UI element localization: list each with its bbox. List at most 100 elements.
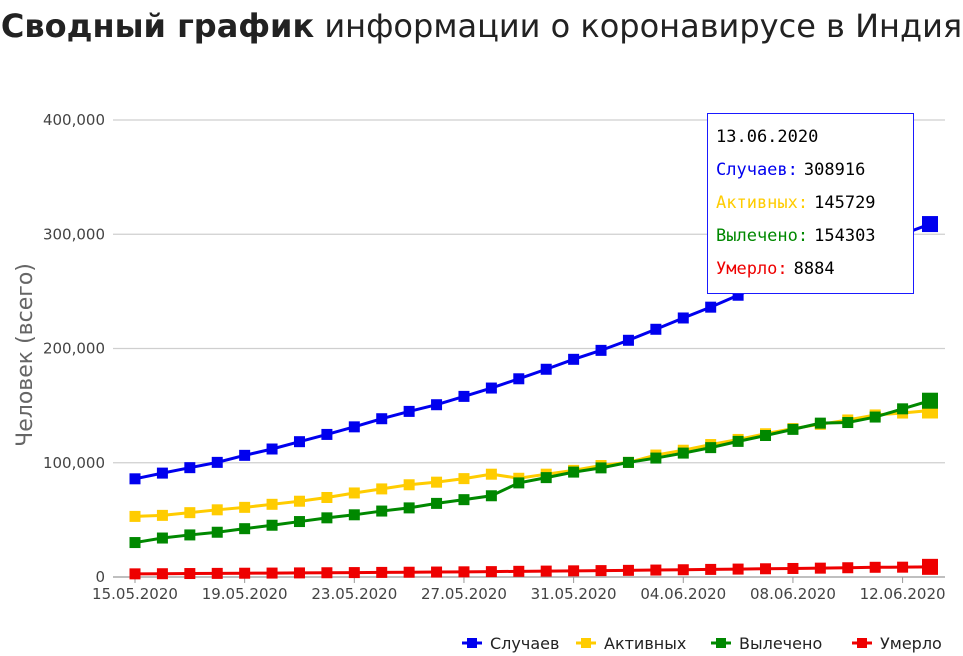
data-point[interactable]	[321, 428, 333, 440]
data-point[interactable]	[156, 532, 168, 544]
data-point[interactable]	[239, 501, 251, 513]
data-point[interactable]	[266, 443, 278, 455]
data-point[interactable]	[897, 561, 909, 573]
data-point[interactable]	[922, 558, 938, 575]
data-point[interactable]	[458, 473, 470, 485]
data-point[interactable]	[568, 466, 580, 478]
data-point[interactable]	[869, 411, 881, 423]
data-point[interactable]	[156, 509, 168, 521]
data-point[interactable]	[211, 504, 223, 516]
data-point[interactable]	[650, 452, 662, 464]
data-point[interactable]	[266, 519, 278, 531]
data-point[interactable]	[595, 344, 607, 356]
data-point[interactable]	[184, 462, 196, 474]
data-point[interactable]	[540, 472, 552, 484]
data-point[interactable]	[677, 447, 689, 459]
data-point[interactable]	[293, 567, 305, 579]
data-point[interactable]	[485, 490, 497, 502]
data-point[interactable]	[705, 301, 717, 313]
data-point[interactable]	[842, 562, 854, 574]
data-point[interactable]	[239, 523, 251, 535]
data-point[interactable]	[403, 502, 415, 514]
data-point[interactable]	[458, 566, 470, 578]
legend-item[interactable]: Случаев	[462, 634, 559, 653]
data-point[interactable]	[540, 363, 552, 375]
data-point[interactable]	[156, 568, 168, 580]
data-point[interactable]	[760, 430, 772, 442]
data-point[interactable]	[321, 491, 333, 503]
data-point[interactable]	[622, 456, 634, 468]
data-point[interactable]	[403, 566, 415, 578]
data-point[interactable]	[922, 216, 938, 233]
data-point[interactable]	[732, 435, 744, 447]
data-point[interactable]	[348, 487, 360, 499]
data-point[interactable]	[431, 399, 443, 411]
data-point[interactable]	[677, 564, 689, 576]
data-point[interactable]	[431, 566, 443, 578]
data-point[interactable]	[513, 373, 525, 385]
data-point[interactable]	[321, 512, 333, 524]
data-point[interactable]	[842, 417, 854, 429]
data-point[interactable]	[431, 497, 443, 509]
data-point[interactable]	[568, 353, 580, 365]
legend-item[interactable]: Активных	[576, 634, 686, 653]
data-point[interactable]	[431, 476, 443, 488]
data-point[interactable]	[376, 566, 388, 578]
data-point[interactable]	[760, 563, 772, 575]
data-point[interactable]	[705, 563, 717, 575]
data-point[interactable]	[458, 494, 470, 506]
data-point[interactable]	[513, 477, 525, 489]
data-point[interactable]	[321, 567, 333, 579]
data-point[interactable]	[513, 565, 525, 577]
data-point[interactable]	[595, 565, 607, 577]
data-point[interactable]	[540, 565, 552, 577]
data-point[interactable]	[787, 562, 799, 574]
data-point[interactable]	[129, 473, 141, 485]
data-point[interactable]	[211, 526, 223, 538]
data-point[interactable]	[568, 565, 580, 577]
data-point[interactable]	[184, 529, 196, 541]
data-point[interactable]	[266, 567, 278, 579]
data-point[interactable]	[376, 413, 388, 425]
data-point[interactable]	[129, 510, 141, 522]
data-point[interactable]	[239, 449, 251, 461]
data-point[interactable]	[650, 564, 662, 576]
data-point[interactable]	[732, 563, 744, 575]
data-point[interactable]	[897, 403, 909, 415]
data-point[interactable]	[622, 334, 634, 346]
data-point[interactable]	[376, 505, 388, 517]
data-point[interactable]	[348, 509, 360, 521]
data-point[interactable]	[869, 561, 881, 573]
data-point[interactable]	[458, 390, 470, 402]
legend-item[interactable]: Умерло	[852, 634, 942, 653]
data-point[interactable]	[239, 567, 251, 579]
data-point[interactable]	[184, 568, 196, 580]
data-point[interactable]	[485, 382, 497, 394]
data-point[interactable]	[376, 483, 388, 495]
data-point[interactable]	[211, 567, 223, 579]
data-point[interactable]	[348, 421, 360, 433]
legend-item[interactable]: Вылечено	[711, 634, 822, 653]
data-point[interactable]	[677, 312, 689, 324]
data-point[interactable]	[266, 498, 278, 510]
data-point[interactable]	[814, 417, 826, 429]
data-point[interactable]	[787, 423, 799, 435]
data-point[interactable]	[156, 467, 168, 479]
data-point[interactable]	[129, 568, 141, 580]
data-point[interactable]	[732, 289, 744, 301]
data-point[interactable]	[293, 516, 305, 528]
data-point[interactable]	[814, 562, 826, 574]
data-point[interactable]	[485, 468, 497, 480]
data-point[interactable]	[403, 479, 415, 491]
data-point[interactable]	[705, 442, 717, 454]
data-point[interactable]	[293, 436, 305, 448]
data-point[interactable]	[595, 462, 607, 474]
data-point[interactable]	[485, 566, 497, 578]
data-point[interactable]	[184, 507, 196, 519]
data-point[interactable]	[211, 456, 223, 468]
data-point[interactable]	[403, 405, 415, 417]
data-point[interactable]	[348, 567, 360, 579]
data-point[interactable]	[622, 564, 634, 576]
data-point[interactable]	[650, 323, 662, 335]
data-point[interactable]	[129, 537, 141, 549]
